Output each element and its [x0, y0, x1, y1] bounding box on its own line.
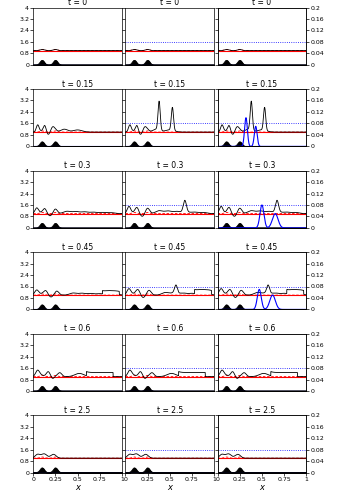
Title: t = 0.15: t = 0.15 — [246, 80, 278, 89]
Title: t = 0.45: t = 0.45 — [62, 243, 93, 252]
Title: t = 0.3: t = 0.3 — [249, 162, 275, 170]
Title: t = 2.5: t = 2.5 — [157, 406, 183, 415]
Title: t = 0.45: t = 0.45 — [154, 243, 186, 252]
Title: t = 0: t = 0 — [252, 0, 272, 8]
Title: t = 0.6: t = 0.6 — [156, 324, 183, 334]
Title: t = 2.5: t = 2.5 — [64, 406, 91, 415]
X-axis label: x: x — [75, 483, 80, 492]
Title: t = 0.15: t = 0.15 — [62, 80, 93, 89]
Title: t = 0.6: t = 0.6 — [249, 324, 275, 334]
Title: t = 0: t = 0 — [160, 0, 179, 8]
X-axis label: x: x — [167, 483, 172, 492]
Title: t = 0.3: t = 0.3 — [156, 162, 183, 170]
Title: t = 0: t = 0 — [68, 0, 87, 8]
Title: t = 0.15: t = 0.15 — [154, 80, 185, 89]
Title: t = 0.3: t = 0.3 — [64, 162, 91, 170]
Title: t = 0.45: t = 0.45 — [246, 243, 278, 252]
X-axis label: x: x — [259, 483, 265, 492]
Title: t = 0.6: t = 0.6 — [64, 324, 91, 334]
Title: t = 2.5: t = 2.5 — [249, 406, 275, 415]
